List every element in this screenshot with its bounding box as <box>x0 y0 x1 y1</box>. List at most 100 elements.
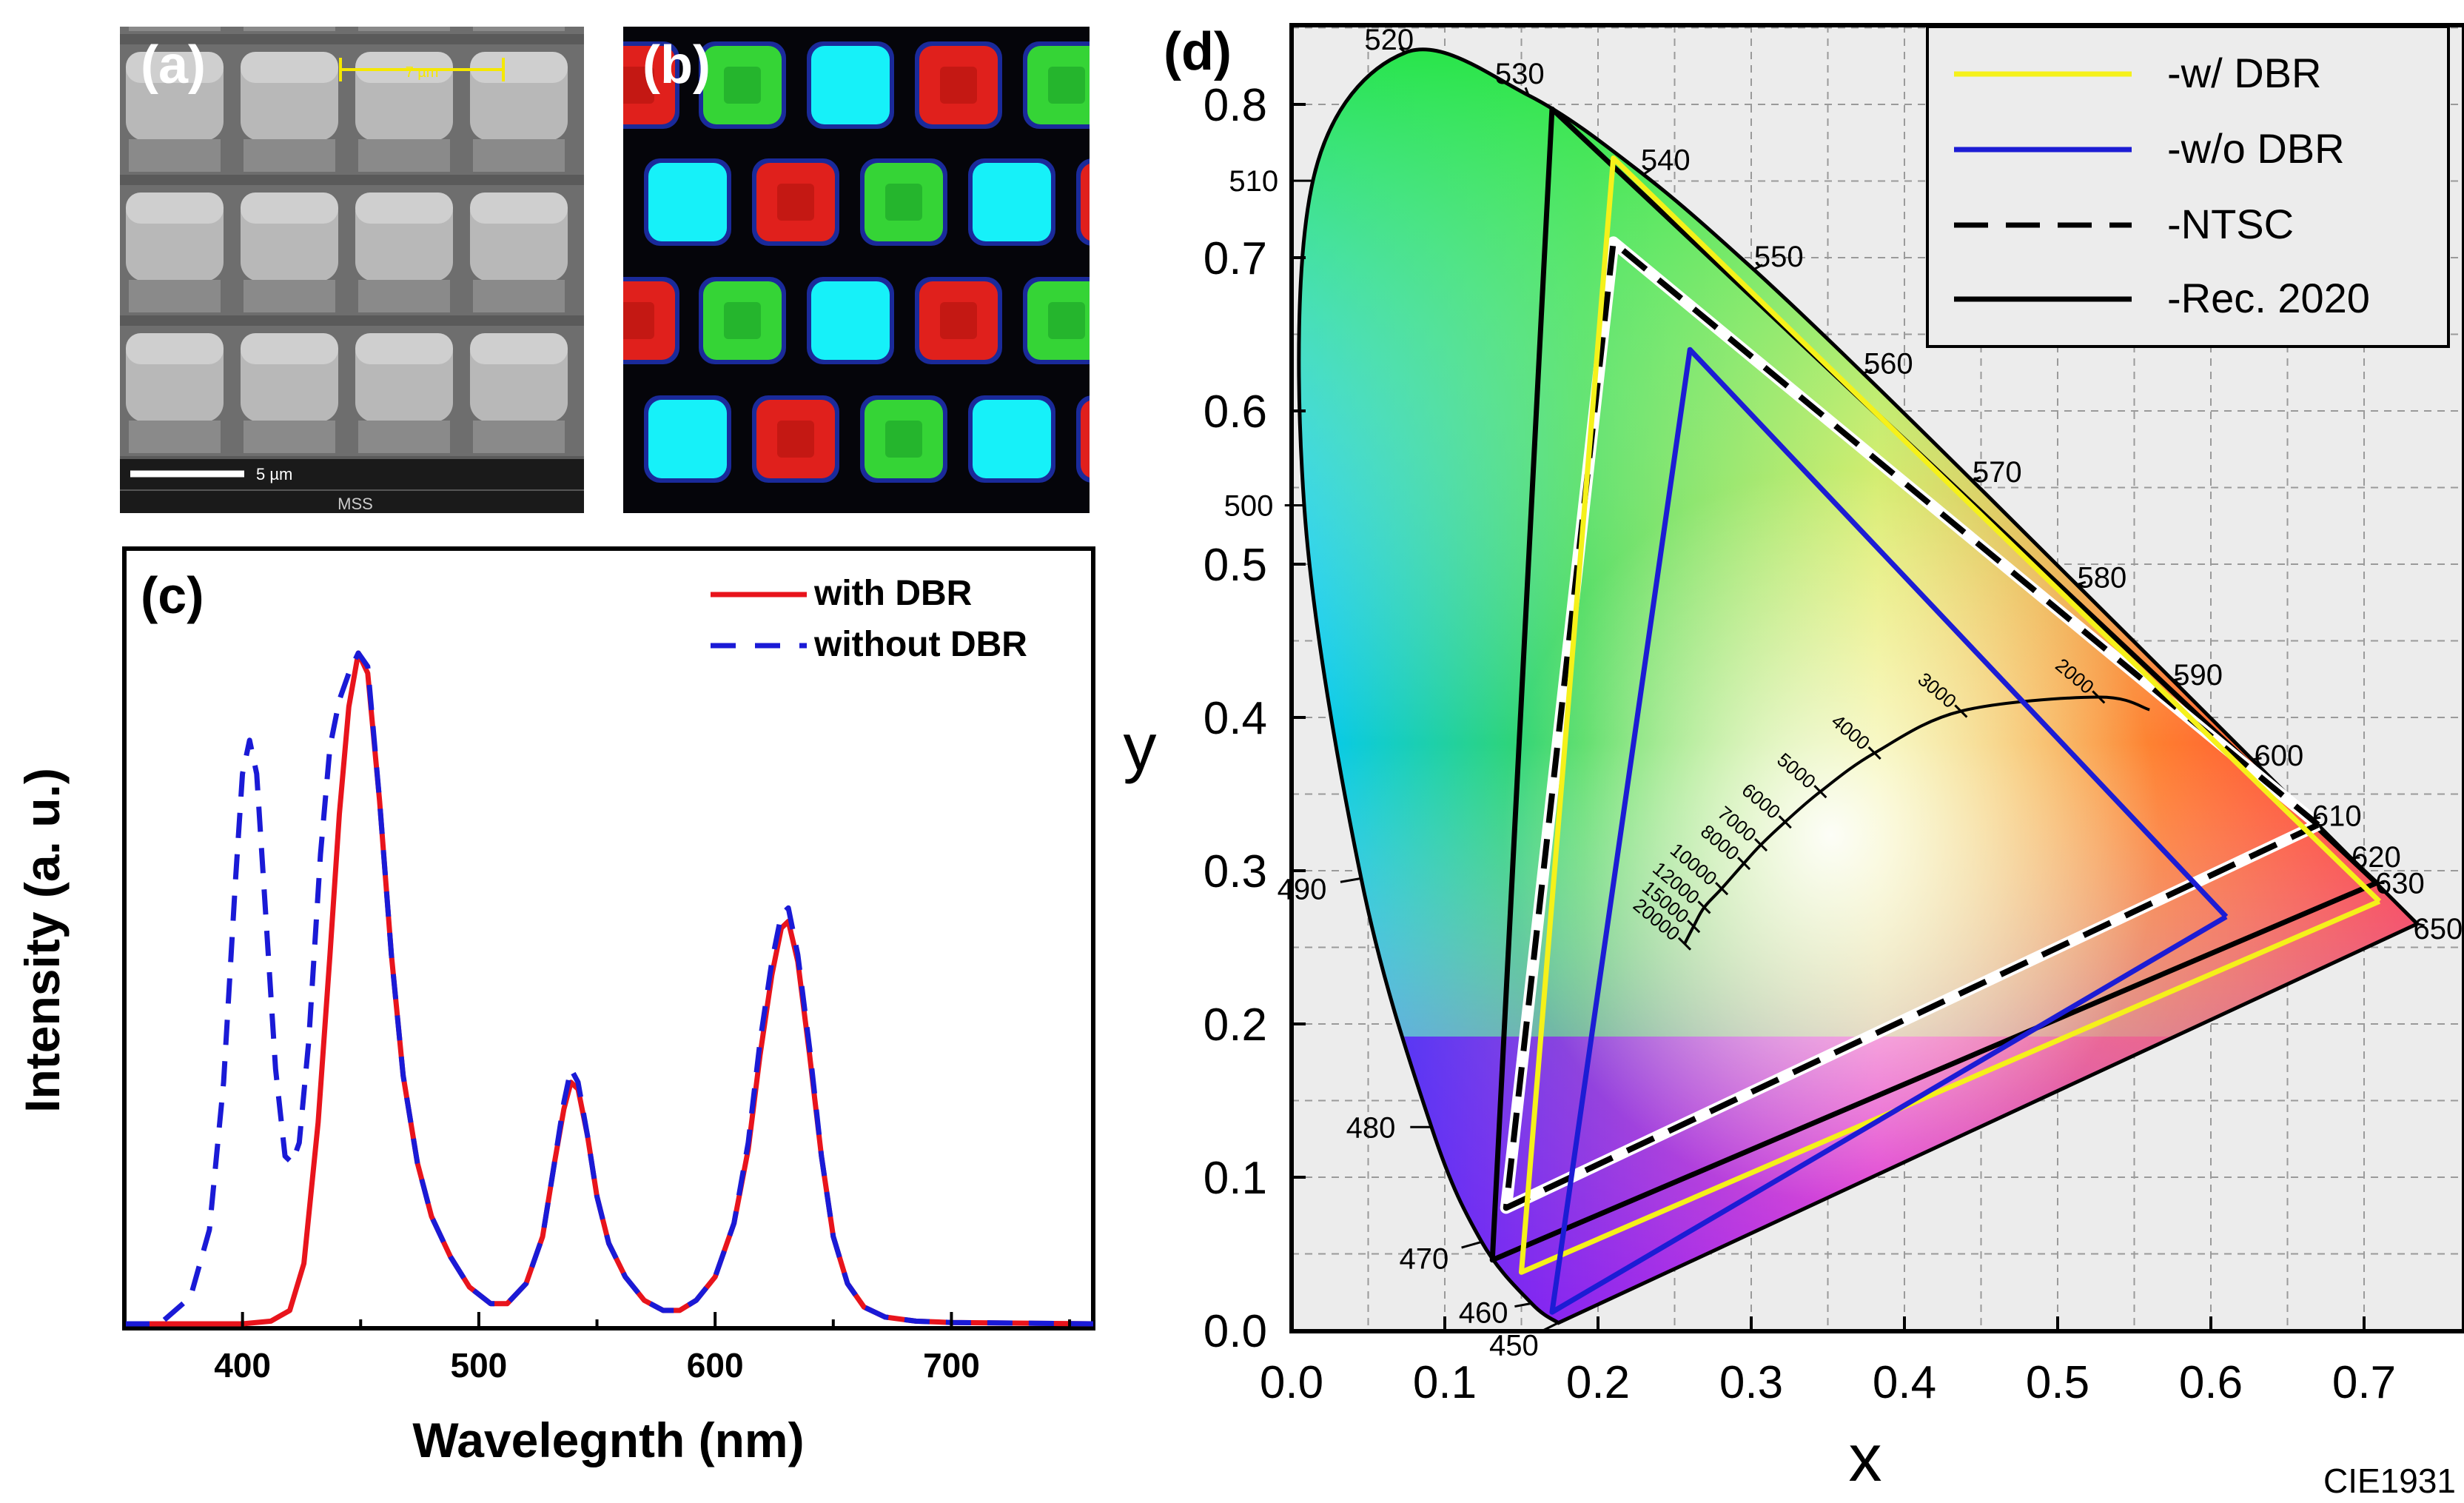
wavelength-label: 590 <box>2173 659 2223 692</box>
cct-tick <box>1867 746 1881 760</box>
wavelength-tick <box>2417 923 2425 927</box>
legend-d-box <box>1926 25 2450 348</box>
panel-b-micro-led-array: (b) <box>623 27 1138 513</box>
y-tick-label-d: 0.4 <box>1204 693 1267 744</box>
x-tick-label-c: 400 <box>214 1346 271 1385</box>
cct-tick <box>1753 837 1768 852</box>
x-axis-label-d: x <box>1849 1422 1882 1496</box>
y-tick-label-d: 0.8 <box>1204 80 1267 131</box>
x-tick-label-d: 0.3 <box>1719 1357 1783 1408</box>
gamut-triangle-ntsc <box>1503 239 2320 1211</box>
pixel-c <box>811 46 890 124</box>
wavelength-tick <box>1514 1302 1532 1308</box>
legend-d-label-wodbr: -w/o DBR <box>2167 125 2345 172</box>
wavelength-label: 540 <box>1641 144 1691 177</box>
wavelength-tick <box>1524 87 1530 96</box>
pixel-core <box>885 184 922 221</box>
wavelength-label: 450 <box>1489 1330 1539 1362</box>
legend-d: -w/ DBR -w/o DBR -NTSC -Rec. 2020 <box>1926 25 2450 348</box>
cct-tick <box>1778 815 1792 829</box>
panel-a-label: (a) <box>141 36 206 95</box>
x-tick-label-d: 0.6 <box>2179 1357 2243 1408</box>
legend-d-label-rec2020: -Rec. 2020 <box>2167 275 2370 321</box>
cie-footnote: CIE1931 <box>2323 1462 2456 1500</box>
wavelength-tick <box>2076 580 2087 586</box>
panel-d-cie-chart: 2000015000120001000080007000600050004000… <box>1124 22 2464 1500</box>
cct-tick <box>1714 882 1729 896</box>
sem-background <box>120 27 584 513</box>
pixel-c <box>973 163 1051 241</box>
x-tick-label-d: 0.4 <box>1873 1357 1936 1408</box>
pixel-c <box>648 163 727 241</box>
y-tick-label-d: 0.7 <box>1204 233 1267 284</box>
cct-tick <box>1737 857 1751 871</box>
wavelength-label: 580 <box>2078 562 2127 595</box>
spectral-locus <box>1297 47 2421 1325</box>
plot-d-frame <box>1289 23 2464 1333</box>
cct-tick <box>1954 704 1968 718</box>
legend-d-label-wdbr: -w/ DBR <box>2167 50 2321 96</box>
pixel-core <box>1101 184 1138 221</box>
wavelength-tick <box>1971 476 1981 482</box>
wavelength-label: 500 <box>1224 490 1274 523</box>
wavelength-label: 520 <box>1364 24 1414 56</box>
wavelength-label: 460 <box>1459 1296 1508 1329</box>
wavelength-label: 490 <box>1278 873 1327 906</box>
series-line-without-dbr <box>124 650 1093 1327</box>
pixel-core <box>777 421 814 458</box>
wavelength-label: 620 <box>2351 841 2401 874</box>
wavelength-tick <box>1862 368 1873 375</box>
gamut-triangle-wdbr <box>1519 155 2382 1275</box>
legend-c: with DBR without DBR <box>711 574 1027 664</box>
plot-c-frame <box>122 546 1095 1330</box>
x-tick-label-c: 600 <box>687 1346 744 1385</box>
panel-a-sem-image: (a) 7 µm 5 µm MSS <box>120 27 584 513</box>
scale-bar-label: 5 µm <box>256 465 292 483</box>
y-tick-label-d: 0.5 <box>1204 540 1267 591</box>
x-tick-label-d: 0.7 <box>2332 1357 2396 1408</box>
wavelength-tick <box>2312 816 2321 820</box>
y-tick-label-d: 0.0 <box>1204 1306 1267 1357</box>
legend-c-label-with-dbr: with DBR <box>813 574 972 613</box>
wavelength-label: 480 <box>1346 1111 1396 1144</box>
cct-tick <box>1687 920 1701 934</box>
wavelength-tick <box>1340 877 1362 883</box>
y-tick-label-d: 0.3 <box>1204 846 1267 897</box>
pixel-r <box>1081 164 1090 241</box>
measure-bar <box>339 58 505 81</box>
pixel-core <box>623 302 654 339</box>
wavelength-tick <box>1753 264 1763 271</box>
pixel-core <box>777 184 814 221</box>
cct-tick <box>1813 785 1827 799</box>
x-tick-label-c: 700 <box>923 1346 980 1385</box>
pixel-core <box>885 421 922 458</box>
sem-info-bar <box>120 459 584 513</box>
y-tick-label-d: 0.1 <box>1204 1153 1267 1204</box>
wavelength-label: 530 <box>1495 58 1545 90</box>
measure-label: 7 µm <box>406 64 439 81</box>
x-tick-label-d: 0.5 <box>2026 1357 2089 1408</box>
wavelength-label: 630 <box>2375 868 2425 900</box>
x-axis-label-c: Wavelegnth (nm) <box>412 1413 804 1467</box>
cct-tick <box>1677 937 1692 951</box>
pixel-c <box>648 400 727 478</box>
x-tick-label-d: 0.1 <box>1413 1357 1477 1408</box>
x-tick-label-d: 0.2 <box>1566 1357 1630 1408</box>
pixel-core <box>724 67 761 104</box>
wavelength-tick <box>1461 1240 1483 1249</box>
wavelength-label: 470 <box>1400 1242 1449 1275</box>
wavelength-tick <box>2252 757 2262 761</box>
pixel-core <box>623 67 654 104</box>
pixel-c <box>973 400 1051 478</box>
wavelength-label: 570 <box>1973 456 2022 489</box>
y-axis-label-d: y <box>1124 711 1157 785</box>
x-tick-label-c: 500 <box>451 1346 508 1385</box>
wavelength-label: 510 <box>1229 165 1278 198</box>
wavelength-label: 550 <box>1754 241 1804 273</box>
pixel-core <box>940 302 977 339</box>
wavelength-tick <box>2172 677 2182 682</box>
panel-c-spectrum-chart: 400 500 600 700 (c) Wavelegnth (nm) Intensi… <box>15 546 1095 1467</box>
wavelength-label: 650 <box>2413 913 2463 945</box>
wavelength-label: 610 <box>2312 800 2362 833</box>
